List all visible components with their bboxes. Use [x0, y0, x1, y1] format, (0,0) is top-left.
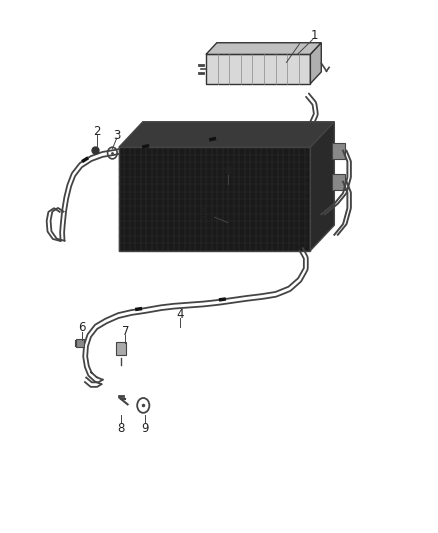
Polygon shape: [119, 122, 334, 147]
Text: 2: 2: [93, 125, 101, 138]
Text: 4: 4: [224, 165, 231, 177]
Text: 3: 3: [113, 128, 120, 141]
Text: 8: 8: [117, 422, 125, 435]
Bar: [332, 174, 345, 190]
Polygon shape: [311, 43, 321, 84]
Text: 5: 5: [200, 207, 208, 220]
Polygon shape: [311, 122, 334, 251]
Polygon shape: [119, 147, 311, 251]
Polygon shape: [206, 54, 311, 84]
Bar: [116, 342, 126, 355]
Text: 7: 7: [122, 325, 129, 338]
Text: 4: 4: [176, 308, 184, 321]
Text: 6: 6: [78, 321, 86, 334]
Polygon shape: [206, 43, 321, 54]
Bar: [332, 143, 345, 159]
Text: 9: 9: [141, 422, 149, 435]
Text: 1: 1: [311, 29, 318, 42]
